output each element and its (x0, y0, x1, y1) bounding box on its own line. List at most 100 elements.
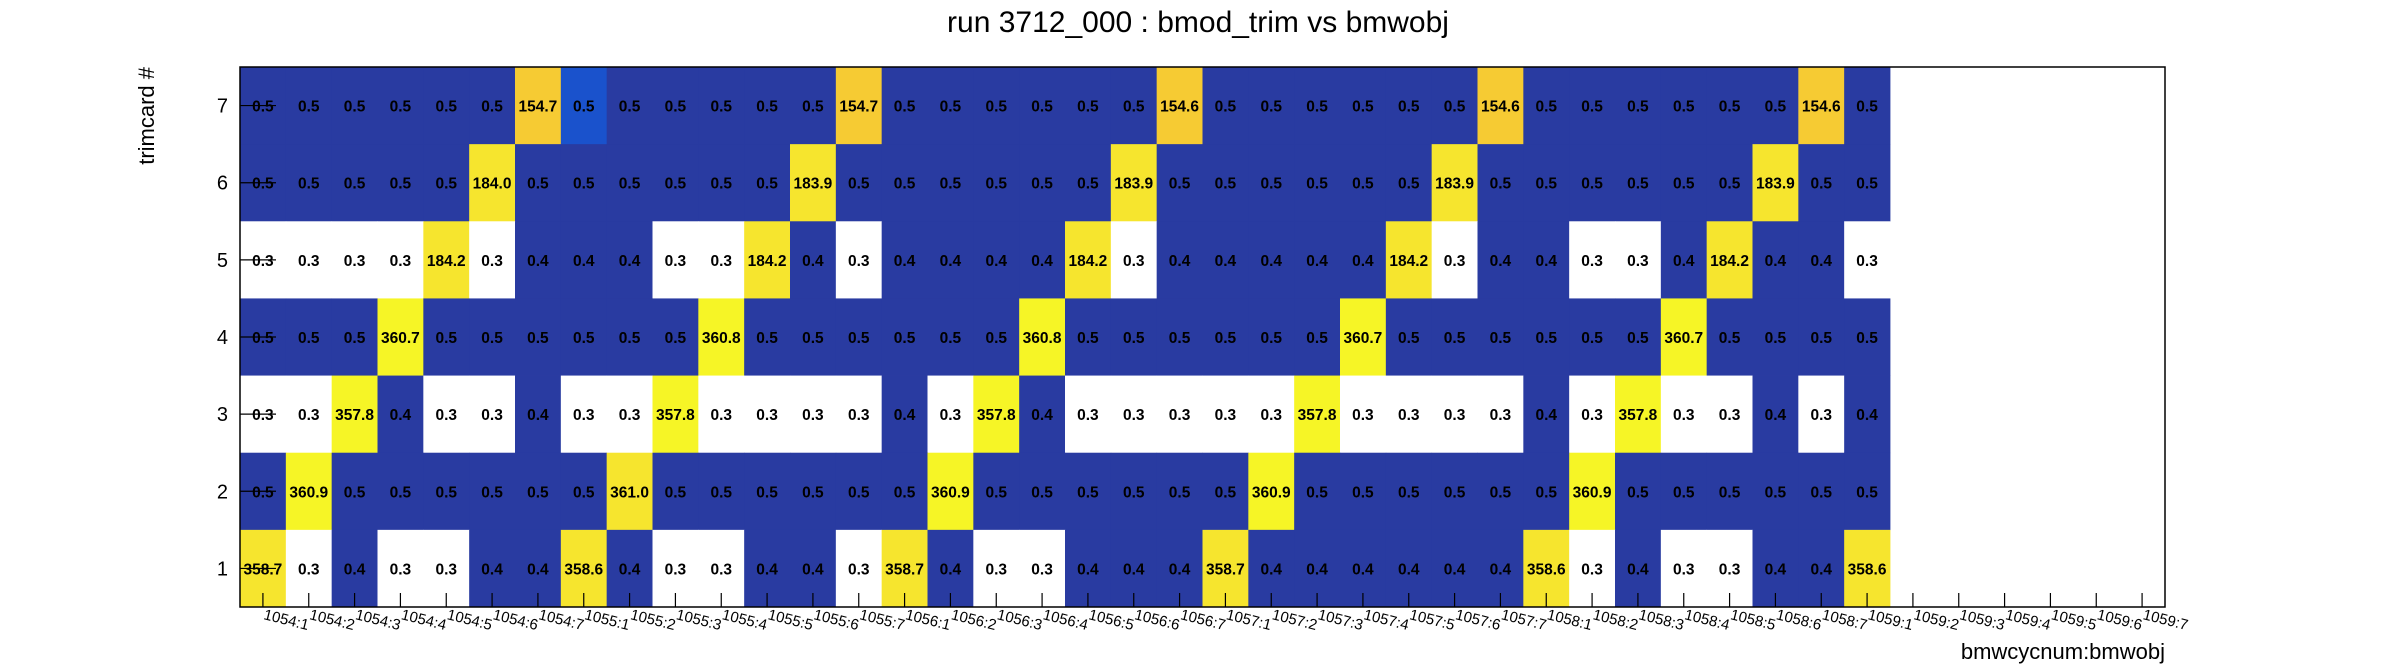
heatmap-cell (652, 375, 699, 454)
cell-value-label: 183.9 (1114, 176, 1153, 193)
cell-value-label: 0.5 (1627, 484, 1649, 501)
cell-value-label: 0.5 (1444, 330, 1466, 347)
cell-value-label: 183.9 (1756, 176, 1795, 193)
heatmap-cell (1248, 298, 1295, 376)
cell-value-label: 0.3 (1123, 253, 1145, 270)
cell-value-label: 0.5 (1123, 99, 1145, 116)
heatmap-cell (1110, 375, 1158, 454)
cell-value-label: 0.5 (802, 330, 824, 347)
cell-value-label: 0.5 (573, 484, 595, 501)
heatmap-cell (973, 298, 1020, 376)
cell-value-label: 358.7 (1206, 561, 1245, 578)
cell-value-label: 0.5 (619, 330, 641, 347)
cell-value-label: 0.4 (1535, 407, 1557, 424)
heatmap-cell (652, 144, 699, 222)
cell-value-label: 0.4 (1490, 253, 1512, 270)
heatmap-cell (652, 298, 699, 376)
cell-value-label: 0.4 (1352, 561, 1374, 578)
x-tick-label: 1055:3 (674, 606, 723, 634)
cell-value-label: 0.5 (1719, 99, 1741, 116)
cell-value-label: 358.7 (244, 561, 283, 578)
heatmap-cell (515, 221, 562, 299)
cell-value-label: 0.5 (665, 99, 687, 116)
heatmap-cell (1202, 144, 1249, 222)
heatmap-cell (927, 375, 974, 454)
heatmap-cell (1340, 144, 1387, 222)
y-tick-label: 7 (217, 96, 228, 118)
x-tick-label: 1054:5 (445, 606, 494, 634)
cell-value-label: 154.7 (519, 99, 558, 116)
heatmap-cell (1110, 221, 1158, 299)
cell-value-label: 0.3 (1123, 407, 1145, 424)
heatmap-cell (927, 144, 974, 222)
heatmap-cell (1431, 144, 1478, 222)
cell-value-label: 0.5 (390, 484, 412, 501)
cell-value-label: 0.5 (481, 330, 503, 347)
cell-value-label: 0.5 (1810, 176, 1832, 193)
heatmap-cell (1569, 452, 1616, 531)
heatmap-cell (1202, 67, 1249, 145)
cell-value-label: 0.5 (1260, 330, 1282, 347)
cell-value-label: 0.5 (1306, 99, 1328, 116)
x-tick-label: 1055:4 (720, 606, 769, 634)
x-tick-label: 1058:4 (1683, 606, 1732, 634)
cell-value-label: 0.3 (985, 561, 1007, 578)
heatmap-cell (1660, 375, 1708, 454)
cell-value-label: 0.4 (1398, 561, 1420, 578)
cell-value-label: 0.3 (573, 407, 595, 424)
cell-value-label: 0.5 (435, 99, 457, 116)
cell-value-label: 0.3 (710, 561, 732, 578)
x-tick-label: 1056:1 (904, 606, 953, 634)
heatmap-cell (835, 221, 883, 299)
cell-value-label: 0.3 (390, 561, 412, 578)
cell-value-label: 184.2 (427, 253, 466, 270)
cell-value-label: 0.5 (1077, 176, 1099, 193)
cell-value-label: 0.3 (848, 561, 870, 578)
heatmap-cell (1202, 452, 1249, 531)
heatmap-cell (1385, 67, 1433, 145)
heatmap-cell (744, 67, 791, 145)
heatmap-cell (285, 375, 333, 454)
cell-value-label: 358.7 (885, 561, 924, 578)
cell-value-label: 0.4 (390, 407, 412, 424)
cell-value-label: 184.2 (1389, 253, 1428, 270)
heatmap-cell (1431, 67, 1478, 145)
heatmap-cell (1798, 67, 1845, 145)
cell-value-label: 0.5 (1306, 484, 1328, 501)
cell-value-label: 0.3 (848, 407, 870, 424)
cell-value-label: 0.3 (665, 561, 687, 578)
cell-value-label: 0.4 (1765, 561, 1787, 578)
heatmap-cell (790, 298, 837, 376)
heatmap-cell (1431, 221, 1478, 299)
heatmap-cell (1844, 375, 1891, 454)
cell-value-label: 0.3 (848, 253, 870, 270)
cell-value-label: 0.5 (1031, 484, 1053, 501)
heatmap-cell (1752, 67, 1799, 145)
heatmap-cell (1477, 375, 1524, 454)
cell-value-label: 0.5 (1673, 484, 1695, 501)
heatmap-cell (790, 452, 837, 531)
heatmap-cell (744, 452, 791, 531)
cell-value-label: 0.5 (298, 176, 320, 193)
heatmap-cell (881, 221, 928, 299)
x-tick-label: 1055:7 (858, 606, 907, 634)
cell-value-label: 0.4 (1169, 561, 1191, 578)
cell-value-label: 0.5 (1719, 484, 1741, 501)
heatmap-cell (423, 375, 470, 454)
heatmap-cell (1477, 452, 1524, 531)
x-tick-label: 1054:3 (354, 606, 403, 634)
cell-value-label: 0.5 (665, 484, 687, 501)
heatmap-cell (1752, 144, 1799, 222)
cell-value-label: 0.5 (1581, 99, 1603, 116)
cell-value-label: 0.5 (573, 99, 595, 116)
heatmap-cell (1431, 298, 1478, 376)
cell-value-label: 0.4 (1031, 253, 1053, 270)
cell-value-label: 0.5 (1810, 484, 1832, 501)
cell-value-label: 0.3 (298, 407, 320, 424)
heatmap-cell (423, 221, 470, 299)
cell-value-label: 0.5 (940, 99, 962, 116)
cell-value-label: 0.5 (894, 484, 916, 501)
cell-value-label: 0.4 (344, 561, 366, 578)
cell-value-label: 0.5 (802, 484, 824, 501)
heatmap-cell (1523, 144, 1570, 222)
